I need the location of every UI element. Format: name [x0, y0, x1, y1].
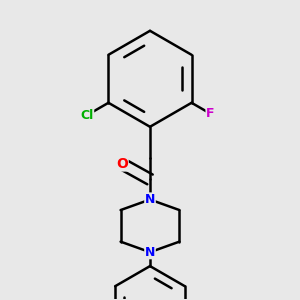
Text: O: O: [116, 157, 128, 171]
Text: F: F: [206, 107, 214, 120]
Text: N: N: [145, 246, 155, 259]
Text: N: N: [145, 193, 155, 206]
Text: Cl: Cl: [80, 109, 94, 122]
